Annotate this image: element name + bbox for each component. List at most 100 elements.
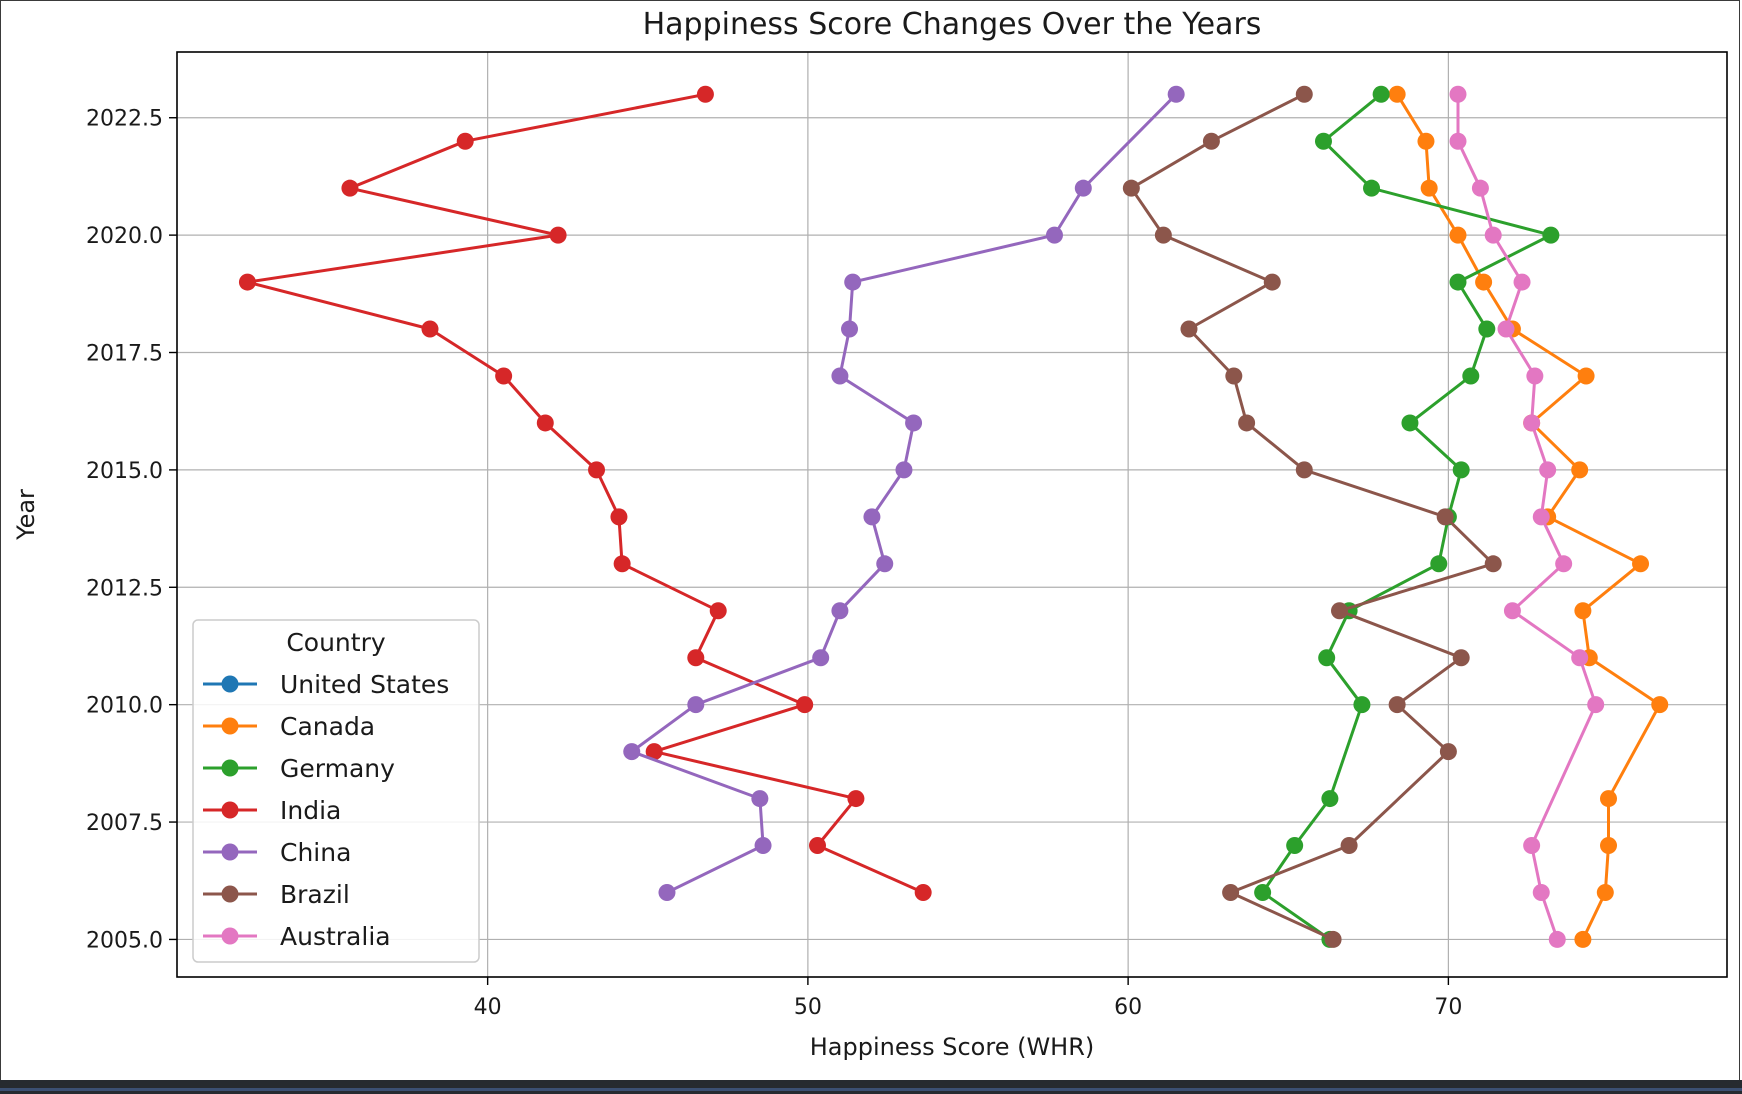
data-point (1286, 837, 1304, 855)
data-point (1600, 837, 1618, 855)
y-tick-label: 2005.0 (86, 928, 163, 953)
data-point (914, 883, 932, 901)
data-point (1321, 790, 1339, 808)
legend-entry: Brazil (203, 880, 350, 909)
data-point (238, 273, 256, 291)
data-point (812, 649, 830, 667)
data-point (1523, 837, 1541, 855)
data-point (549, 226, 567, 244)
y-tick-label: 2007.5 (86, 811, 163, 836)
data-point (1314, 132, 1332, 150)
data-point (1180, 320, 1198, 338)
plot-area-border (176, 51, 1728, 978)
series-china (623, 85, 1185, 901)
legend-entry: United States (203, 670, 449, 699)
legend-label: Germany (280, 754, 395, 783)
legend-entry: Canada (203, 712, 375, 741)
legend-entry: India (203, 796, 341, 825)
data-point (1542, 226, 1560, 244)
data-point (456, 132, 474, 150)
legend-marker (221, 843, 239, 861)
legend-entry: China (203, 838, 351, 867)
data-point (341, 179, 359, 197)
data-point (613, 555, 631, 573)
data-point (658, 883, 676, 901)
legend-label: China (280, 838, 351, 867)
data-point (876, 555, 894, 573)
legend-marker (221, 717, 239, 735)
data-point (1484, 226, 1502, 244)
legend-marker (221, 759, 239, 777)
data-point (1449, 85, 1467, 103)
data-point (1340, 837, 1358, 855)
data-point (709, 602, 727, 620)
data-point (1045, 226, 1063, 244)
data-point (1430, 555, 1448, 573)
data-point (1449, 226, 1467, 244)
data-point (696, 85, 714, 103)
data-point (1436, 508, 1454, 526)
legend-entries: United States Canada Germany India China Braz… (203, 670, 449, 951)
x-axis-title: Happiness Score (WHR) (810, 1033, 1095, 1061)
chart-title: Happiness Score Changes Over the Years (643, 7, 1262, 42)
data-point (1417, 132, 1435, 150)
data-point (1225, 367, 1243, 385)
data-point (844, 273, 862, 291)
y-tick-label: 2012.5 (86, 576, 163, 601)
data-point (808, 837, 826, 855)
data-point (1651, 696, 1669, 714)
data-point (1587, 696, 1605, 714)
data-point (1372, 85, 1390, 103)
y-tick-label: 2010.0 (86, 694, 163, 719)
legend-marker (221, 801, 239, 819)
data-point (1513, 273, 1531, 291)
data-point (1388, 696, 1406, 714)
legend-label: Canada (280, 712, 375, 741)
data-point (1484, 555, 1502, 573)
data-point (1254, 883, 1272, 901)
series-line (1129, 92, 1495, 941)
data-point (1154, 226, 1172, 244)
legend-box (192, 619, 480, 963)
data-point (1263, 273, 1281, 291)
data-point (1449, 273, 1467, 291)
data-point (1202, 132, 1220, 150)
data-point (1353, 696, 1371, 714)
y-axis-ticks: 2005.0 2007.5 2010.0 2012.5 2015.0 2017.5 2020… (86, 107, 177, 953)
data-point (1548, 930, 1566, 948)
data-point (1074, 179, 1092, 197)
series-australia (1449, 85, 1605, 948)
series-line (246, 92, 924, 894)
legend-marker (221, 927, 239, 945)
data-point (1452, 461, 1470, 479)
x-axis-ticks: 40 50 60 70 (474, 977, 1462, 1020)
data-point (1478, 320, 1496, 338)
data-point (1577, 367, 1595, 385)
data-point (1571, 649, 1589, 667)
data-point (588, 461, 606, 479)
data-point (645, 743, 663, 761)
data-point (536, 414, 554, 432)
y-tick-label: 2017.5 (86, 342, 163, 367)
data-point (1462, 367, 1480, 385)
data-point (1295, 461, 1313, 479)
data-point (831, 367, 849, 385)
data-point (863, 508, 881, 526)
data-point (1532, 508, 1550, 526)
data-point (751, 790, 769, 808)
x-tick-label: 40 (474, 995, 502, 1020)
data-point (1331, 602, 1348, 620)
legend-entry: Germany (203, 754, 395, 783)
legend-title: Country (286, 628, 386, 657)
y-axis-title: Year (12, 489, 40, 541)
series-canada (1388, 85, 1669, 948)
legend: Country United States Canada Germany India C… (192, 619, 480, 963)
data-point (1439, 743, 1457, 761)
data-point (895, 461, 913, 479)
series-line (630, 93, 1178, 894)
data-point (1523, 414, 1541, 432)
data-point (1475, 273, 1493, 291)
data-point (1497, 320, 1515, 338)
data-point (495, 367, 513, 385)
